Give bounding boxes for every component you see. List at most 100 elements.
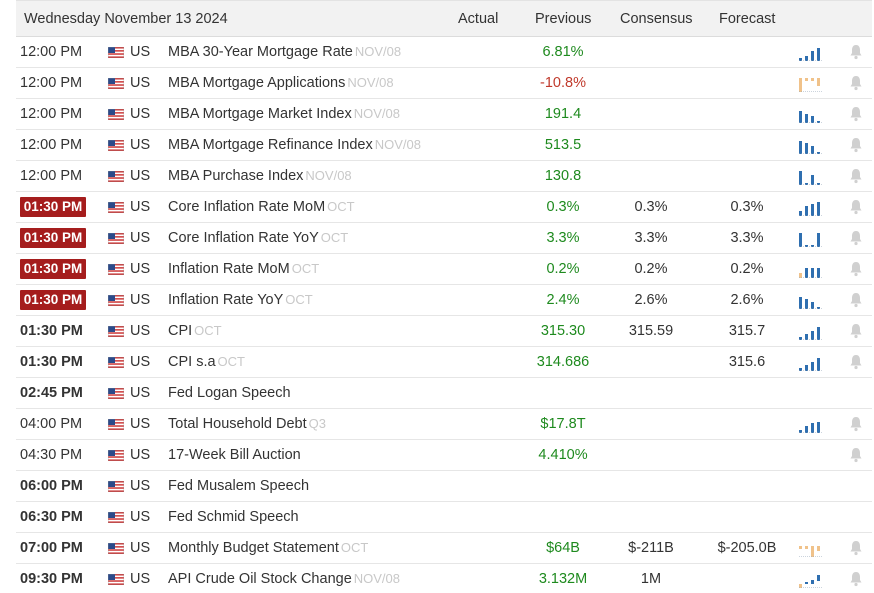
event-row[interactable]: 12:00 PM US MBA Mortgage Market Index NOV/0… xyxy=(16,99,872,130)
previous-value: -10.8% xyxy=(540,75,586,91)
event-reference-period: OCT xyxy=(320,230,349,245)
alert-bell-icon[interactable] xyxy=(849,168,863,184)
sparkline-chart-icon[interactable] xyxy=(799,231,829,247)
event-name-link[interactable]: API Crude Oil Stock Change NOV/08 xyxy=(168,571,400,587)
sparkline-chart-icon[interactable] xyxy=(799,169,829,185)
event-row[interactable]: 01:30 PM US CPI OCT 315.30 315.59 315.7 xyxy=(16,316,872,347)
event-country: US xyxy=(130,230,151,246)
sparkline-chart-icon[interactable] xyxy=(799,417,829,433)
sparkline-chart-icon[interactable] xyxy=(799,572,829,588)
event-name-link[interactable]: MBA Mortgage Refinance Index NOV/08 xyxy=(168,137,421,153)
event-name-link[interactable]: MBA 30-Year Mortgage Rate NOV/08 xyxy=(168,44,401,60)
event-row[interactable]: 01:30 PM US Core Inflation Rate MoM OCT 0.3%… xyxy=(16,192,872,223)
forecast-column-header[interactable]: Forecast xyxy=(719,10,776,27)
previous-column-header[interactable]: Previous xyxy=(535,10,592,27)
event-row[interactable]: 06:30 PM US Fed Schmid Speech xyxy=(16,502,872,533)
event-country: US xyxy=(130,447,151,463)
event-row[interactable]: 12:00 PM US MBA Mortgage Refinance Index NO… xyxy=(16,130,872,161)
forecast-value: 315.6 xyxy=(728,354,766,370)
event-name-link[interactable]: Monthly Budget Statement OCT xyxy=(168,540,368,556)
event-name: 17-Week Bill Auction xyxy=(168,447,301,463)
event-name-link[interactable]: MBA Mortgage Applications NOV/08 xyxy=(168,75,394,91)
event-reference-period: OCT xyxy=(217,354,245,369)
event-name-link[interactable]: Total Household Debt Q3 xyxy=(168,416,326,432)
event-row[interactable]: 02:45 PM US Fed Logan Speech xyxy=(16,378,872,409)
sparkline-chart-icon[interactable] xyxy=(799,293,829,309)
sparkline-chart-icon[interactable] xyxy=(799,262,829,278)
event-name-link[interactable]: CPI s.a OCT xyxy=(168,354,245,370)
alert-bell-icon[interactable] xyxy=(849,571,863,587)
event-row[interactable]: 12:00 PM US MBA 30-Year Mortgage Rate NOV/0… xyxy=(16,37,872,68)
event-name: API Crude Oil Stock Change xyxy=(168,571,352,587)
alert-bell-icon[interactable] xyxy=(849,354,863,370)
sparkline-chart-icon[interactable] xyxy=(799,45,829,61)
event-reference-period: OCT xyxy=(194,323,222,338)
consensus-column-header[interactable]: Consensus xyxy=(620,10,693,27)
alert-bell-icon[interactable] xyxy=(849,261,863,277)
event-name-link[interactable]: Core Inflation Rate YoY OCT xyxy=(168,230,348,246)
event-row[interactable]: 01:30 PM US CPI s.a OCT 314.686 315.6 xyxy=(16,347,872,378)
consensus-value: 0.3% xyxy=(634,199,668,215)
event-row[interactable]: 06:00 PM US Fed Musalem Speech xyxy=(16,471,872,502)
actual-column-header[interactable]: Actual xyxy=(458,10,499,27)
event-name: Inflation Rate YoY xyxy=(168,292,284,308)
event-name-link[interactable]: MBA Mortgage Market Index NOV/08 xyxy=(168,106,400,122)
alert-bell-icon[interactable] xyxy=(849,75,863,91)
event-row[interactable]: 01:30 PM US Inflation Rate MoM OCT 0.2% 0.2% 0… xyxy=(16,254,872,285)
event-row[interactable]: 09:30 PM US API Crude Oil Stock Change NOV/… xyxy=(16,564,872,593)
sparkline-chart-icon[interactable] xyxy=(799,138,829,154)
event-row[interactable]: 01:30 PM US Inflation Rate YoY OCT 2.4% 2.6% 2… xyxy=(16,285,872,316)
event-reference-period: NOV/08 xyxy=(353,571,401,586)
alert-bell-icon[interactable] xyxy=(849,323,863,339)
consensus-value: 315.59 xyxy=(628,323,674,339)
alert-bell-icon[interactable] xyxy=(849,137,863,153)
alert-bell-icon[interactable] xyxy=(849,44,863,60)
sparkline-chart-icon[interactable] xyxy=(799,541,829,557)
event-time: 01:30 PM xyxy=(20,290,86,310)
previous-value: 2.4% xyxy=(546,292,580,308)
event-time: 12:00 PM xyxy=(20,44,83,60)
event-row[interactable]: 01:30 PM US Core Inflation Rate YoY OCT 3.3%… xyxy=(16,223,872,254)
event-reference-period: OCT xyxy=(340,540,369,555)
alert-bell-icon[interactable] xyxy=(849,540,863,556)
sparkline-chart-icon[interactable] xyxy=(799,355,829,371)
event-name: MBA Purchase Index xyxy=(168,168,304,184)
alert-bell-icon[interactable] xyxy=(849,106,863,122)
event-country: US xyxy=(130,416,151,432)
event-time: 09:30 PM xyxy=(20,571,83,587)
sparkline-chart-icon[interactable] xyxy=(799,324,829,340)
event-name: Fed Musalem Speech xyxy=(168,478,310,494)
event-row[interactable]: 12:00 PM US MBA Mortgage Applications NOV/0… xyxy=(16,68,872,99)
sparkline-chart-icon[interactable] xyxy=(799,107,829,123)
event-name-link[interactable]: 17-Week Bill Auction xyxy=(168,447,301,463)
us-flag-icon xyxy=(108,140,124,151)
event-time: 02:45 PM xyxy=(20,385,83,401)
alert-bell-icon[interactable] xyxy=(849,416,863,432)
event-time: 01:30 PM xyxy=(20,323,83,339)
sparkline-chart-icon[interactable] xyxy=(799,200,829,216)
us-flag-icon xyxy=(108,357,124,368)
event-row[interactable]: 04:30 PM US 17-Week Bill Auction 4.410% xyxy=(16,440,872,471)
previous-value: $17.8T xyxy=(540,416,586,432)
alert-bell-icon[interactable] xyxy=(849,447,863,463)
event-name-link[interactable]: CPI OCT xyxy=(168,323,222,339)
event-row[interactable]: 07:00 PM US Monthly Budget Statement OCT $64… xyxy=(16,533,872,564)
event-reference-period: OCT xyxy=(291,261,320,276)
alert-bell-icon[interactable] xyxy=(849,292,863,308)
event-name-link[interactable]: Fed Logan Speech xyxy=(168,385,291,401)
alert-bell-icon[interactable] xyxy=(849,199,863,215)
event-name-link[interactable]: Fed Schmid Speech xyxy=(168,509,299,525)
event-name-link[interactable]: Inflation Rate MoM OCT xyxy=(168,261,319,277)
previous-value: 191.4 xyxy=(544,106,582,122)
event-name-link[interactable]: MBA Purchase Index NOV/08 xyxy=(168,168,352,184)
sparkline-chart-icon[interactable] xyxy=(799,76,829,92)
event-name-link[interactable]: Inflation Rate YoY OCT xyxy=(168,292,313,308)
event-country: US xyxy=(130,478,151,494)
event-name-link[interactable]: Fed Musalem Speech xyxy=(168,478,309,494)
event-row[interactable]: 04:00 PM US Total Household Debt Q3 $17.8T xyxy=(16,409,872,440)
event-row[interactable]: 12:00 PM US MBA Purchase Index NOV/08 130.8 xyxy=(16,161,872,192)
event-reference-period: NOV/08 xyxy=(347,75,394,90)
calendar-header: Wednesday November 13 2024 Actual Previo… xyxy=(16,0,872,37)
alert-bell-icon[interactable] xyxy=(849,230,863,246)
event-name-link[interactable]: Core Inflation Rate MoM OCT xyxy=(168,199,355,215)
